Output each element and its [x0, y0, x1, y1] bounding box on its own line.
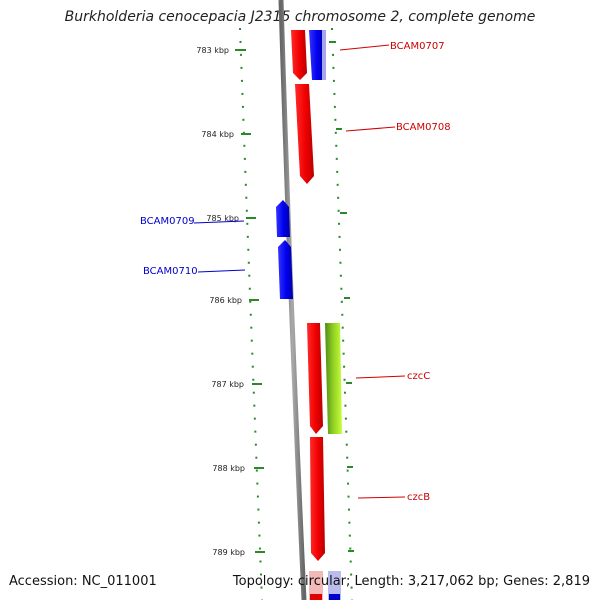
dotted-ring-right	[331, 27, 353, 600]
gene-label-bcam0709[interactable]: BCAM0709	[140, 216, 195, 227]
genome-backbone	[278, 0, 307, 600]
right-ring-marks	[329, 41, 354, 552]
gene-label-bcam0710[interactable]: BCAM0710	[143, 266, 198, 277]
kbp-tick-783: 783 kbp	[196, 46, 246, 55]
tick-label: 787 kbp	[211, 380, 244, 389]
map-title: Burkholderia cenocepacia J2315 chromosom…	[64, 9, 536, 25]
tick-label: 789 kbp	[212, 548, 245, 557]
tick-label: 784 kbp	[201, 130, 234, 139]
gene-arrow-bcam0710[interactable]	[278, 240, 293, 299]
tick-label: 788 kbp	[212, 464, 245, 473]
kbp-tick-786: 786 kbp	[209, 296, 259, 305]
gene-arrow-czcb[interactable]	[310, 437, 325, 561]
gene-arrow-bcam0707[interactable]	[291, 30, 307, 80]
gene-cog-czcc[interactable]	[325, 323, 342, 434]
gene-label-bcam0708[interactable]: BCAM0708	[396, 122, 451, 133]
tick-label: 785 kbp	[206, 214, 239, 223]
tick-label: 786 kbp	[209, 296, 242, 305]
label-leader-bcam0710	[197, 269, 246, 273]
kbp-tick-789: 789 kbp	[212, 548, 265, 557]
gene-shadow	[322, 30, 326, 80]
gene-arrow-czcc[interactable]	[307, 323, 323, 434]
accession-text: Accession: NC_011001	[9, 574, 157, 589]
kbp-tick-785: 785 kbp	[206, 214, 256, 223]
gene-partial-blue-edge	[329, 594, 340, 600]
gene-label-czcb[interactable]: czcB	[407, 492, 430, 503]
gene-label-czcc[interactable]: czcC	[407, 371, 430, 382]
gene-partial-red	[309, 571, 323, 600]
gene-partial-red-edge	[310, 594, 322, 600]
gene-partial-blue	[328, 571, 341, 600]
gene-arrow-bcam0709[interactable]	[276, 200, 290, 237]
kbp-tick-788: 788 kbp	[212, 464, 264, 473]
tick-label: 783 kbp	[196, 46, 229, 55]
label-leader-bcam0709	[193, 220, 245, 224]
gene-arrow-bcam0708[interactable]	[295, 84, 314, 184]
label-leader-czcc	[355, 375, 406, 379]
gene-label-bcam0707[interactable]: BCAM0707	[390, 41, 445, 52]
label-leader-bcam0708	[345, 126, 396, 132]
kbp-tick-787: 787 kbp	[211, 380, 262, 389]
gene-arrow-bcam0707-reverse[interactable]	[309, 30, 324, 80]
dotted-ring-left	[239, 27, 263, 600]
label-leader-czcb	[357, 496, 406, 499]
kbp-tick-784: 784 kbp	[201, 130, 251, 139]
label-leader-bcam0707	[339, 44, 390, 51]
genome-stats-text: Topology: circular; Length: 3,217,062 bp…	[232, 574, 590, 589]
